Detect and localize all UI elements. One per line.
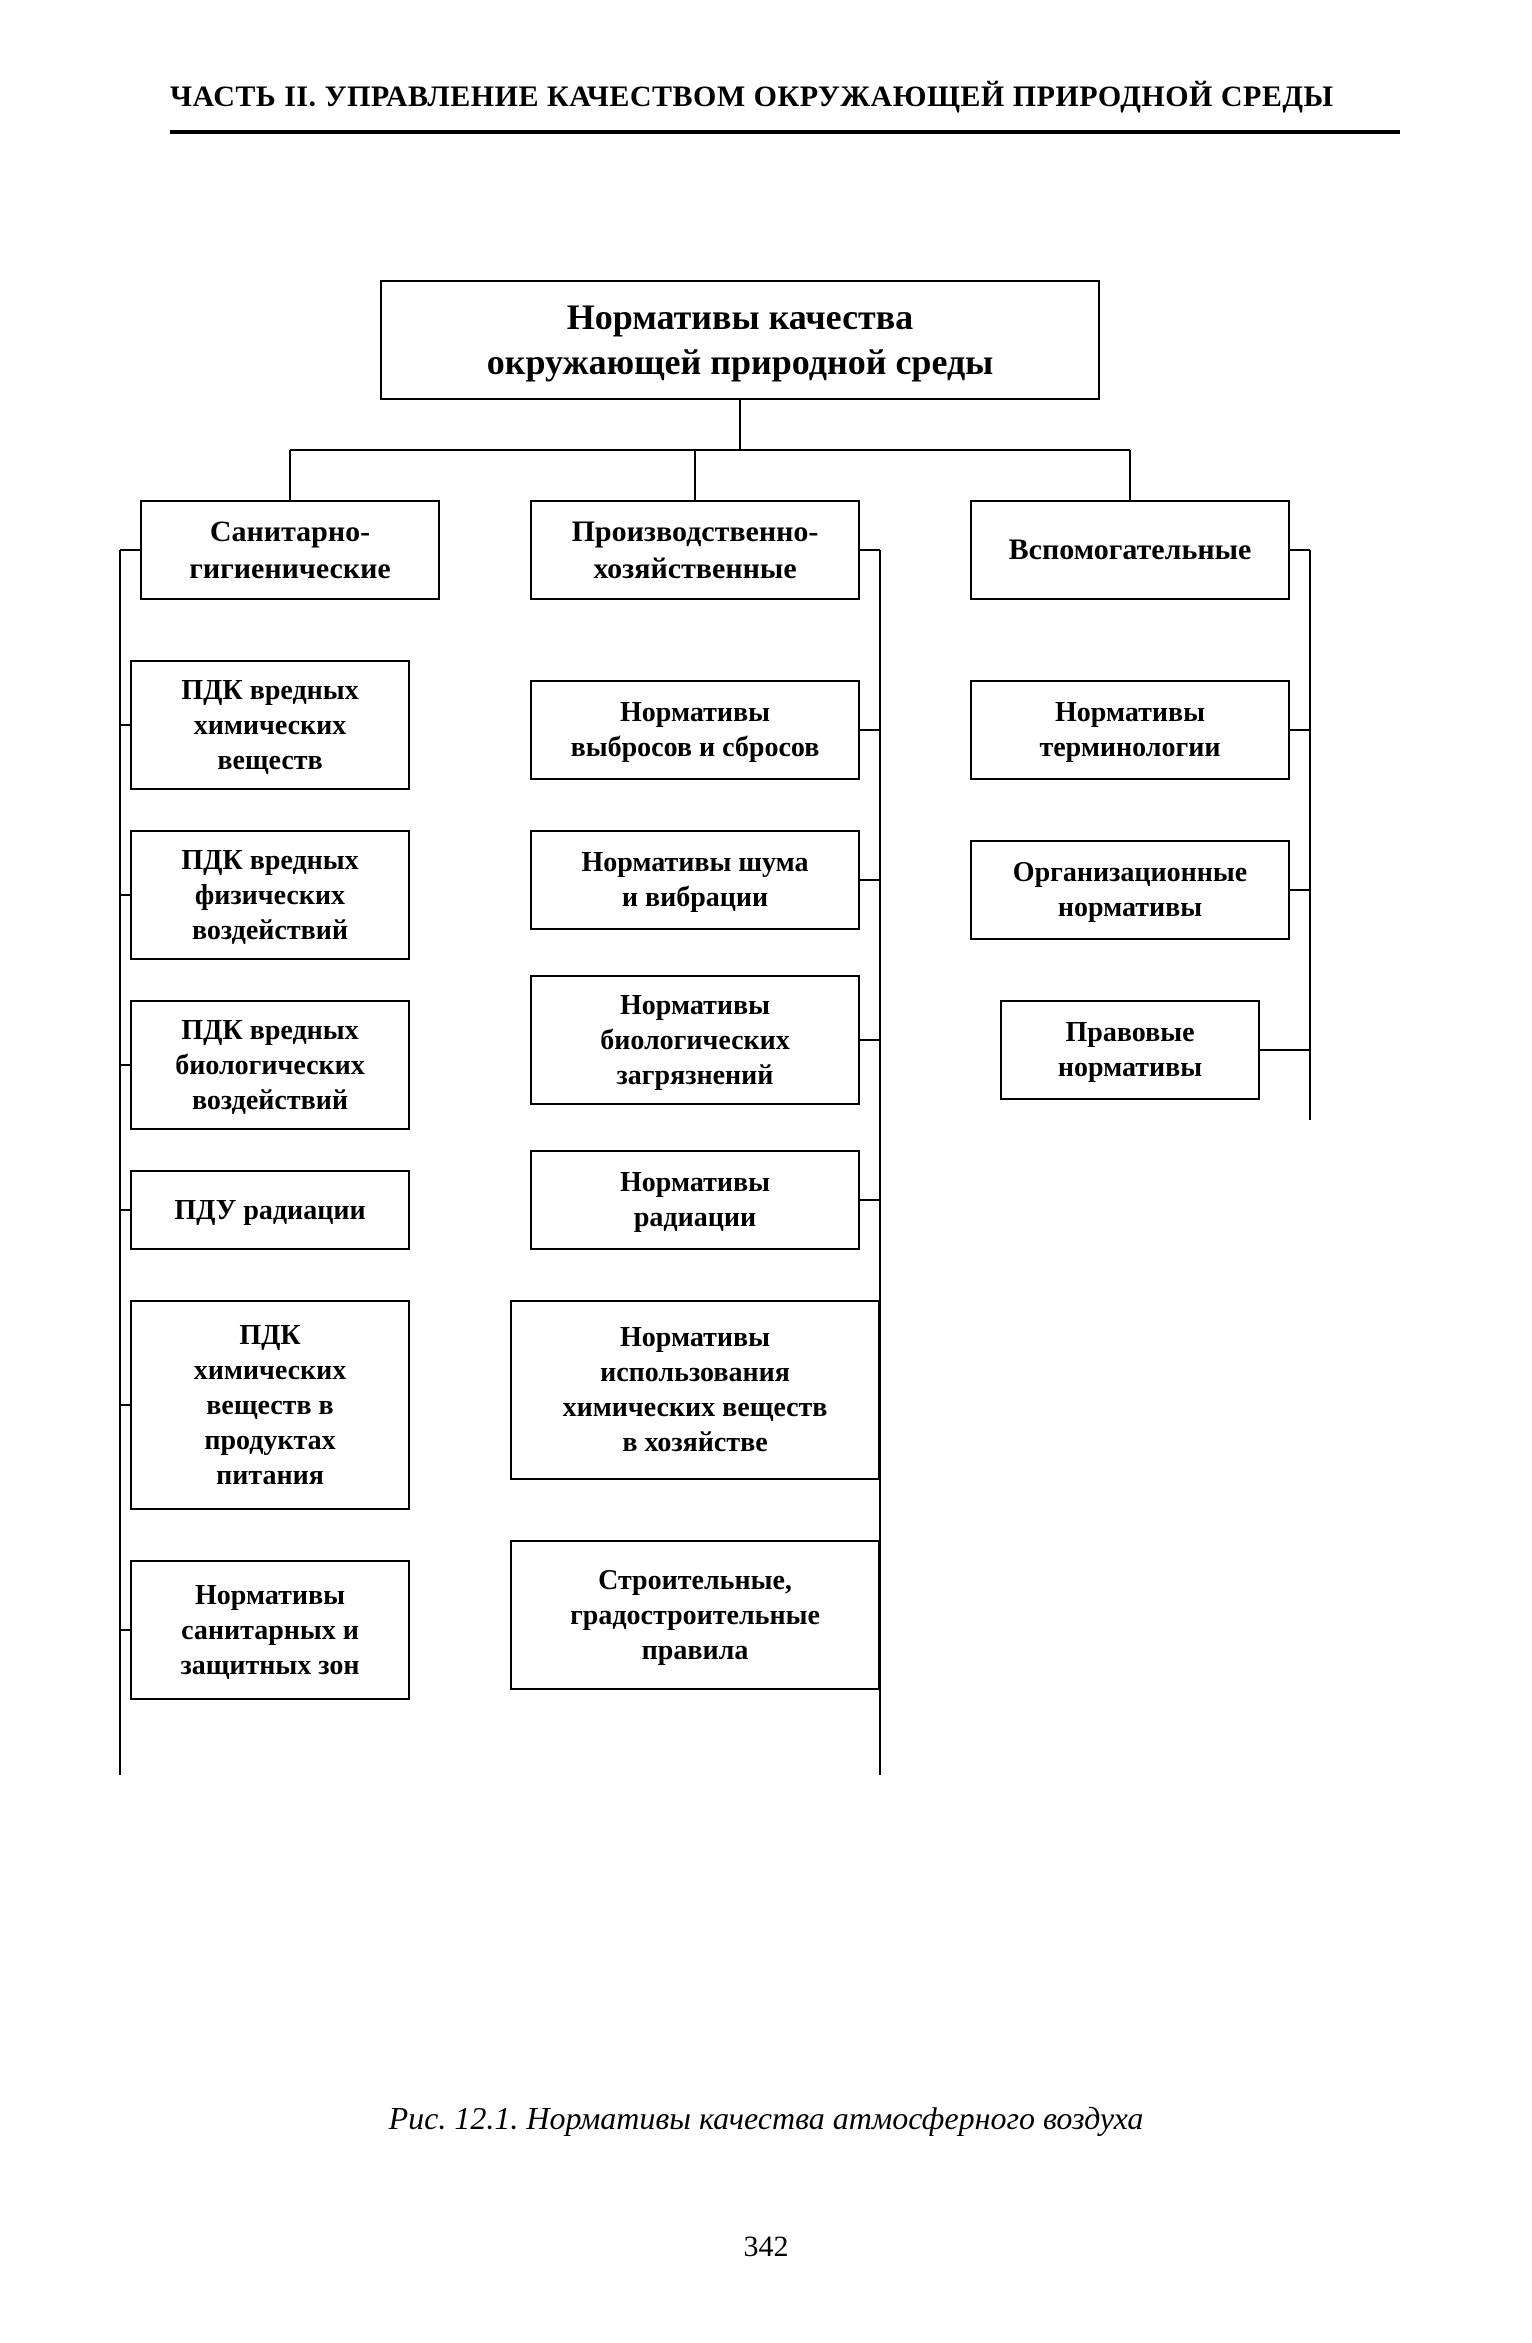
figure-caption: Рис. 12.1. Нормативы качества атмосферно… [0,2100,1532,2137]
page-number: 342 [0,2230,1532,2264]
leaf-label: Правовыенормативы [1058,1015,1202,1085]
root-node-label: Нормативы качестваокружающей природной с… [487,295,994,385]
leaf-radiation-norms: Нормативырадиации [530,1150,860,1250]
leaf-terminology: Нормативытерминологии [970,680,1290,780]
leaf-label: ПДУ радиации [174,1193,365,1228]
leaf-label: Нормативырадиации [620,1165,770,1235]
leaf-label: Строительные,градостроительныеправила [570,1563,820,1668]
category-label: Санитарно-гигиенические [189,513,391,588]
leaf-organizational: Организационныенормативы [970,840,1290,940]
category-sanitary: Санитарно-гигиенические [140,500,440,600]
leaf-label: Нормативытерминологии [1040,695,1221,765]
category-label: Вспомогательные [1009,531,1252,569]
leaf-pdk-biological: ПДК вредныхбиологическихвоздействий [130,1000,410,1130]
leaf-label: Нормативывыбросов и сбросов [571,695,820,765]
leaf-label: ПДКхимическихвеществ впродуктахпитания [194,1318,347,1493]
leaf-pdk-physical: ПДК вредныхфизическихвоздействий [130,830,410,960]
leaf-label: Организационныенормативы [1013,855,1247,925]
leaf-sanitary-zones: Нормативысанитарных изащитных зон [130,1560,410,1700]
leaf-label: Нормативыиспользованияхимических веществ… [563,1320,828,1460]
leaf-pdu-radiation: ПДУ радиации [130,1170,410,1250]
leaf-label: ПДК вредныхфизическихвоздействий [181,843,358,948]
leaf-construction: Строительные,градостроительныеправила [510,1540,880,1690]
leaf-label: Нормативы шумаи вибрации [581,845,808,915]
leaf-bio-pollution: Нормативыбиологическихзагрязнений [530,975,860,1105]
root-node: Нормативы качестваокружающей природной с… [380,280,1100,400]
leaf-label: Нормативысанитарных изащитных зон [181,1578,360,1683]
page: ЧАСТЬ II. УПРАВЛЕНИЕ КАЧЕСТВОМ ОКРУЖАЮЩЕ… [0,0,1532,2343]
leaf-pdk-chemical: ПДК вредныххимическихвеществ [130,660,410,790]
leaf-emissions: Нормативывыбросов и сбросов [530,680,860,780]
leaf-noise: Нормативы шумаи вибрации [530,830,860,930]
category-label: Производственно-хозяйственные [572,513,819,588]
category-auxiliary: Вспомогательные [970,500,1290,600]
category-production: Производственно-хозяйственные [530,500,860,600]
leaf-chem-use: Нормативыиспользованияхимических веществ… [510,1300,880,1480]
leaf-legal: Правовыенормативы [1000,1000,1260,1100]
leaf-pdk-food: ПДКхимическихвеществ впродуктахпитания [130,1300,410,1510]
leaf-label: Нормативыбиологическихзагрязнений [600,988,790,1093]
leaf-label: ПДК вредныхбиологическихвоздействий [175,1013,365,1118]
leaf-label: ПДК вредныххимическихвеществ [181,673,358,778]
